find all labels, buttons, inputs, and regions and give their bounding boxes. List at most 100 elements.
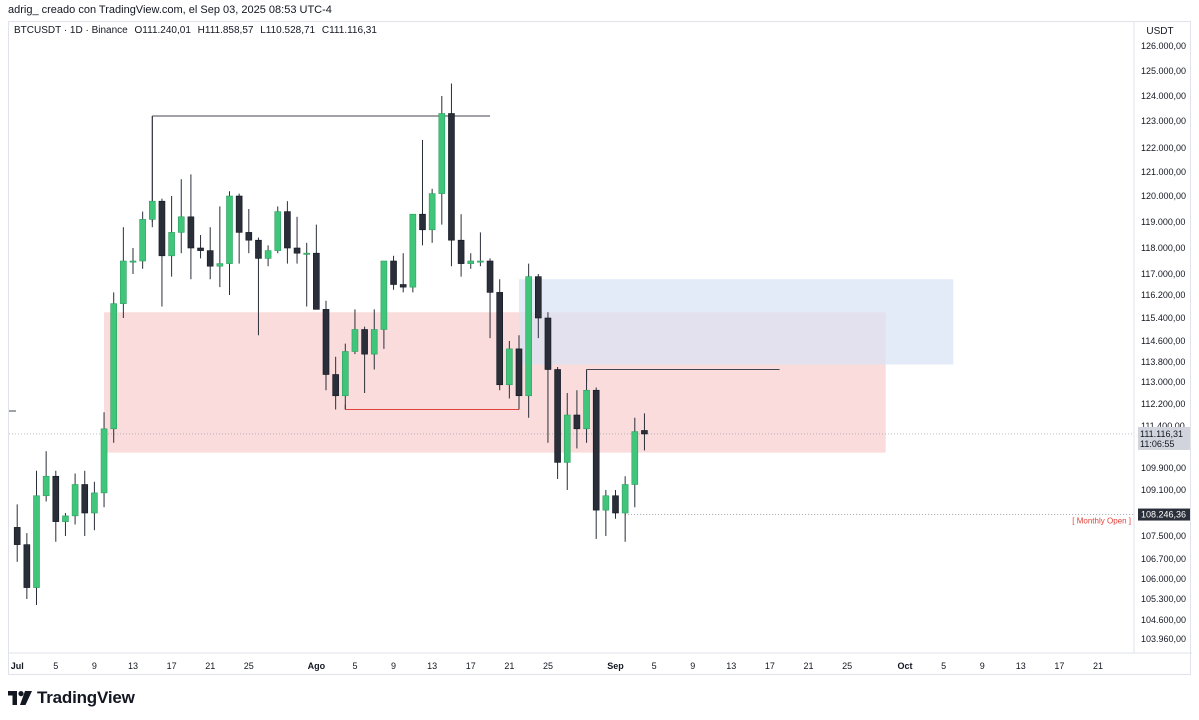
candlestick-chart[interactable]: 126.000,00 125.000,00 124.000,00 123.000,00… (9, 22, 1192, 676)
candle-body[interactable] (313, 252, 320, 310)
time-tick-label: Jul (11, 661, 24, 671)
candle-body[interactable] (226, 195, 233, 264)
candle-body[interactable] (139, 219, 146, 262)
time-tick-label: 21 (504, 661, 514, 671)
time-tick-label: 25 (842, 661, 852, 671)
time-tick-label: 9 (92, 661, 97, 671)
candle-body[interactable] (621, 484, 629, 514)
ohlc-high: H111.858,57 (197, 25, 254, 36)
price-tick-label: 119.000,00 (1141, 217, 1185, 227)
candle-body[interactable] (187, 216, 195, 249)
candle-body[interactable] (71, 484, 79, 517)
candle-body[interactable] (110, 303, 117, 430)
time-tick-label: Sep (607, 661, 624, 671)
candle-body[interactable] (515, 348, 523, 397)
price-tick-label: 111.400,00 (1141, 421, 1185, 431)
candle-body[interactable] (544, 317, 552, 370)
candle-body[interactable] (322, 309, 330, 375)
candle-body[interactable] (525, 276, 532, 397)
candle-body[interactable] (197, 247, 204, 251)
price-tick-label: 121.000,00 (1141, 167, 1186, 177)
candle-body[interactable] (177, 216, 185, 233)
candle-body[interactable] (477, 260, 484, 263)
supply-zone (519, 279, 954, 365)
candle-body[interactable] (419, 213, 426, 231)
monthly-open-badge (1138, 508, 1190, 521)
candle-body[interactable] (573, 414, 581, 430)
candle-body[interactable] (303, 252, 311, 255)
candle-body[interactable] (370, 329, 378, 355)
time-tick-label: 13 (1016, 661, 1026, 671)
candle-body[interactable] (274, 211, 282, 251)
price-tick-label: 109.100,00 (1141, 485, 1186, 495)
time-tick-label: 5 (941, 661, 946, 671)
candle-body[interactable] (612, 495, 619, 514)
candle-body[interactable] (235, 195, 243, 233)
candle-body[interactable] (91, 492, 98, 514)
candle-body[interactable] (81, 484, 89, 514)
candle-body[interactable] (399, 284, 407, 288)
ohlc-close: C111.116,31 (321, 25, 377, 36)
candle-body[interactable] (583, 389, 590, 430)
time-tick-label: 17 (1054, 661, 1064, 671)
candle-body[interactable] (486, 260, 494, 293)
candle-body[interactable] (23, 544, 31, 588)
candle-body[interactable] (284, 211, 291, 249)
candle-body[interactable] (245, 232, 253, 241)
candle-body[interactable] (390, 260, 397, 285)
candle-body[interactable] (158, 200, 166, 257)
brand-name: TradingView (37, 688, 135, 707)
candle-body[interactable] (554, 369, 561, 463)
candle-body[interactable] (255, 239, 262, 259)
candle-body[interactable] (506, 348, 513, 386)
candle-body[interactable] (467, 260, 475, 264)
time-tick-label: 17 (466, 661, 476, 671)
candle-body[interactable] (206, 250, 214, 267)
price-tick-label: 114.600,00 (1141, 336, 1185, 346)
currency-unit-button[interactable]: USDT (1146, 26, 1174, 37)
candle-body[interactable] (448, 113, 455, 241)
candle-body[interactable] (380, 260, 388, 330)
time-tick-label: 17 (167, 661, 177, 671)
time-tick-label: 9 (980, 661, 985, 671)
candle-body[interactable] (62, 515, 69, 522)
candle-body[interactable] (361, 329, 368, 355)
candle-body[interactable] (428, 193, 436, 231)
candle-body[interactable] (33, 495, 40, 588)
time-tick-label: 21 (205, 661, 215, 671)
candle-body[interactable] (631, 431, 639, 485)
time-tick-label: 21 (803, 661, 813, 671)
candle-body[interactable] (168, 232, 175, 257)
candle-body[interactable] (129, 260, 137, 263)
price-tick-label: 113.000,00 (1141, 377, 1185, 387)
candle-body[interactable] (332, 374, 339, 397)
candle-body[interactable] (496, 292, 504, 386)
candle-body[interactable] (149, 200, 156, 220)
candle-body[interactable] (592, 389, 600, 511)
candle-body[interactable] (52, 475, 60, 522)
candle-body[interactable] (641, 430, 648, 435)
time-tick-label: Oct (897, 661, 912, 671)
time-tick-label: 5 (53, 661, 58, 671)
candle-body[interactable] (341, 351, 349, 397)
time-tick-label: 13 (128, 661, 138, 671)
price-tick-label: 120.000,00 (1141, 191, 1186, 201)
time-tick-label: 17 (765, 661, 775, 671)
candle-body[interactable] (42, 475, 50, 497)
candle-body[interactable] (216, 263, 224, 267)
last-price-value: 111.116,31 (1140, 429, 1183, 439)
candle-body[interactable] (293, 247, 301, 254)
candle-body[interactable] (264, 250, 272, 259)
candle-body[interactable] (563, 414, 571, 463)
candle-body[interactable] (438, 113, 446, 194)
candle-body[interactable] (409, 213, 417, 288)
candle-body[interactable] (100, 428, 108, 494)
candle-body[interactable] (457, 239, 465, 264)
candle-body[interactable] (351, 329, 359, 352)
time-tick-label: 9 (391, 661, 396, 671)
candle-body[interactable] (602, 495, 610, 511)
candle-body[interactable] (120, 260, 127, 304)
candle-body[interactable] (534, 276, 542, 319)
candle-body[interactable] (13, 527, 21, 545)
last-price-badge (1138, 426, 1190, 450)
